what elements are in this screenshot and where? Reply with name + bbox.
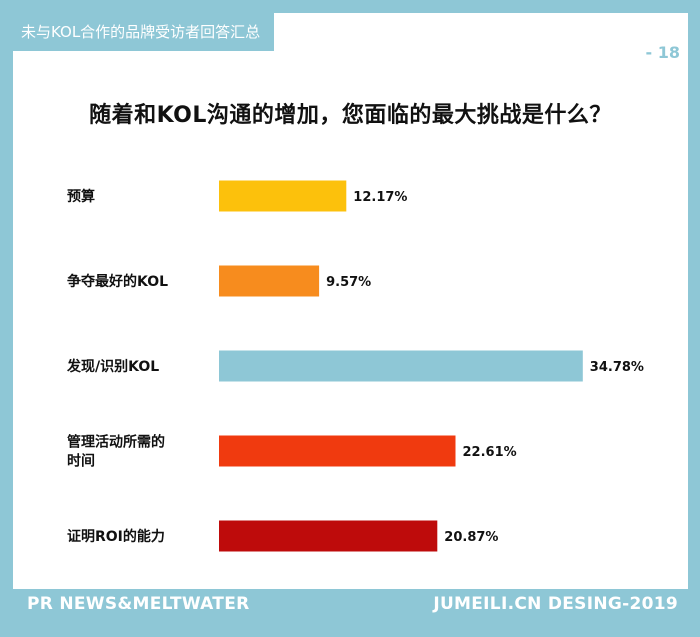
category-label: 证明ROI的能力: [67, 528, 165, 545]
section-tag: 未与KOL合作的品牌受访者回答汇总: [13, 13, 275, 51]
content-panel: 未与KOL合作的品牌受访者回答汇总 - 18 随着和KOL沟通的增加，您面临的最…: [13, 13, 688, 589]
chart-title: 随着和KOL沟通的增加，您面临的最大挑战是什么？: [89, 103, 612, 128]
category-label: 管理活动所需的: [67, 434, 165, 451]
bar-0: [219, 180, 347, 212]
category-label: 预算: [67, 188, 95, 205]
bar-value-label: 34.78%: [590, 360, 644, 375]
bar-2: [219, 350, 583, 382]
bar-value-label: 9.57%: [326, 275, 371, 290]
footer-credit: JUMEILI.CN DESING-2019: [433, 594, 678, 614]
footer-source: PR NEWS&MELTWATER: [27, 594, 250, 614]
category-label: 时间: [67, 453, 95, 470]
category-label: 争夺最好的KOL: [67, 273, 168, 290]
bar-value-label: 12.17%: [353, 190, 407, 205]
category-label: 发现/识别KOL: [66, 358, 159, 375]
bar-4: [219, 520, 438, 552]
bar-1: [219, 265, 320, 297]
page-number: - 18: [645, 43, 680, 62]
bar-value-label: 20.87%: [444, 530, 498, 545]
bar-chart: 12.17% 预算 9.57% 争夺最好的KOL 34.78% 发现/识别KOL 22.61…: [66, 180, 644, 552]
bar-value-label: 22.61%: [463, 445, 517, 460]
bar-3: [219, 435, 456, 467]
